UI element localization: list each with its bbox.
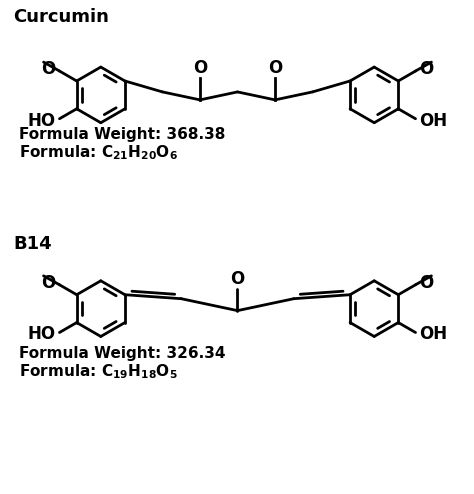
Text: B14: B14	[13, 235, 52, 253]
Text: Formula Weight: 368.38: Formula Weight: 368.38	[19, 127, 226, 142]
Text: Formula Weight: 326.34: Formula Weight: 326.34	[19, 346, 226, 361]
Text: Formula: $\mathbf{C_{21}H_{20}O_6}$: Formula: $\mathbf{C_{21}H_{20}O_6}$	[19, 143, 178, 162]
Text: O: O	[193, 59, 207, 77]
Text: O: O	[230, 270, 245, 288]
Text: HO: HO	[27, 112, 55, 130]
Text: O: O	[419, 60, 434, 78]
Text: O: O	[41, 60, 55, 78]
Text: Curcumin: Curcumin	[13, 8, 109, 26]
Text: Formula: $\mathbf{C_{19}H_{18}O_5}$: Formula: $\mathbf{C_{19}H_{18}O_5}$	[19, 362, 178, 380]
Text: O: O	[41, 274, 55, 292]
Text: HO: HO	[27, 326, 55, 343]
Text: O: O	[419, 274, 434, 292]
Text: O: O	[268, 59, 282, 77]
Text: OH: OH	[419, 326, 447, 343]
Text: OH: OH	[419, 112, 447, 130]
